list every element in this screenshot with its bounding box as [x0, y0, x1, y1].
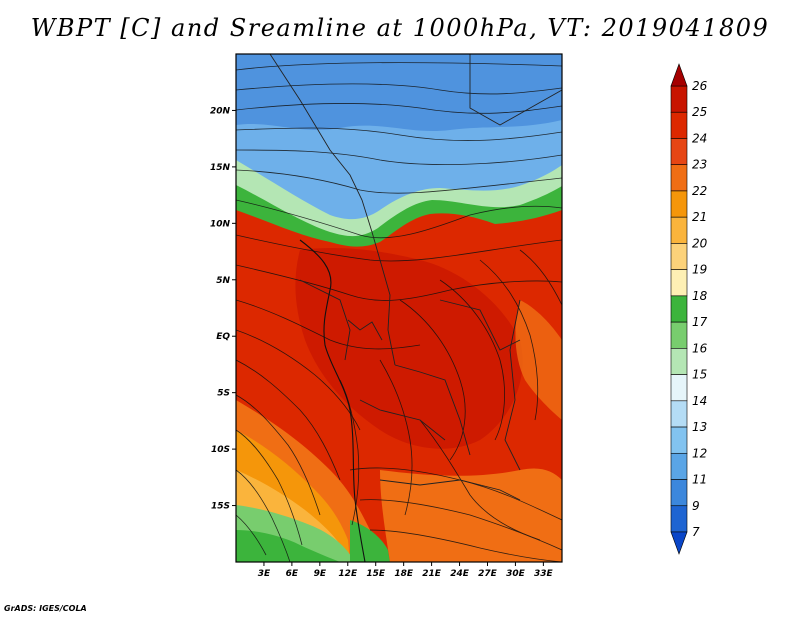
map-title: WBPT [C] and Sreamline at 1000hPa, VT: 2… — [30, 14, 770, 42]
colorbar-label: 23 — [692, 158, 707, 172]
coastline — [299, 239, 366, 562]
colorbar-label: 20 — [692, 236, 708, 250]
colorbar-segment — [670, 111, 688, 139]
x-tick-label: 24E — [450, 569, 470, 579]
x-tick-label: 6E — [286, 569, 299, 579]
colorbar-segment — [670, 138, 688, 166]
streamlines — [236, 62, 562, 562]
x-tick-label: 27E — [478, 569, 498, 579]
colorbar-top-arrow — [670, 63, 688, 87]
y-tick-label: 10S — [211, 445, 230, 455]
x-tick-label: 18E — [394, 569, 414, 579]
x-tick-label: 12E — [338, 569, 358, 579]
y-tick-label: 20N — [210, 106, 231, 116]
colorbar-segment — [670, 374, 688, 402]
colorbar-segment — [670, 479, 688, 507]
colorbar-label: 13 — [692, 420, 707, 434]
colorbar-segment — [670, 269, 688, 297]
colorbar-label: 14 — [692, 394, 707, 408]
grads-credit: GrADS: IGES/COLA — [4, 604, 87, 613]
colorbar-label: 24 — [692, 131, 707, 145]
colorbar-label: 21 — [692, 210, 707, 224]
y-axis: 20N 15N 10N 5N EQ 5S 10S 15S — [210, 106, 236, 512]
x-tick-label: 3E — [258, 569, 271, 579]
y-tick-label: EQ — [216, 332, 230, 342]
x-tick-label: 33E — [534, 569, 554, 579]
colorbar: 26 25 24 23 22 21 20 19 18 17 16 15 14 13 12 11 9 7 — [670, 63, 708, 555]
colorbar-label: 15 — [692, 368, 707, 382]
colorbar-segment — [670, 426, 688, 454]
x-tick-label: 9E — [314, 569, 327, 579]
colorbar-label: 22 — [692, 184, 707, 198]
colorbar-segment — [670, 452, 688, 480]
colorbar-label: 26 — [692, 79, 708, 93]
colorbar-segment — [670, 85, 688, 113]
colorbar-label: 9 — [692, 499, 700, 513]
y-tick-label: 15N — [210, 163, 231, 173]
colorbar-label: 16 — [692, 341, 708, 355]
colorbar-label: 18 — [692, 289, 708, 303]
colorbar-label: 19 — [692, 263, 707, 277]
colorbar-segment — [670, 164, 688, 192]
x-tick-label: 30E — [506, 569, 526, 579]
colorbar-label: 17 — [692, 315, 708, 329]
colorbar-segment — [670, 505, 688, 533]
x-axis: 3E 6E 9E 12E 15E 18E 21E 24E 27E 30E 33E — [258, 562, 554, 579]
y-tick-label: 5N — [216, 276, 230, 286]
x-tick-label: 15E — [366, 569, 386, 579]
colorbar-segment — [670, 348, 688, 375]
country-borders — [269, 54, 562, 501]
colorbar-segment — [670, 216, 688, 244]
colorbar-segment — [670, 243, 688, 270]
colorbar-label: 7 — [692, 525, 700, 539]
colorbar-segment — [670, 400, 688, 428]
wbpt-field — [236, 54, 562, 562]
colorbar-segment — [670, 295, 688, 323]
colorbar-label: 12 — [692, 446, 707, 460]
colorbar-bottom-arrow — [670, 531, 688, 555]
y-tick-label: 10N — [210, 219, 231, 229]
y-tick-label: 15S — [211, 502, 230, 512]
map-frame — [235, 53, 563, 563]
colorbar-segment — [670, 321, 688, 349]
colorbar-label: 25 — [692, 105, 707, 119]
colorbar-label: 11 — [692, 473, 707, 487]
x-tick-label: 21E — [422, 569, 442, 579]
colorbar-segment — [670, 190, 688, 218]
y-tick-label: 5S — [217, 389, 230, 399]
